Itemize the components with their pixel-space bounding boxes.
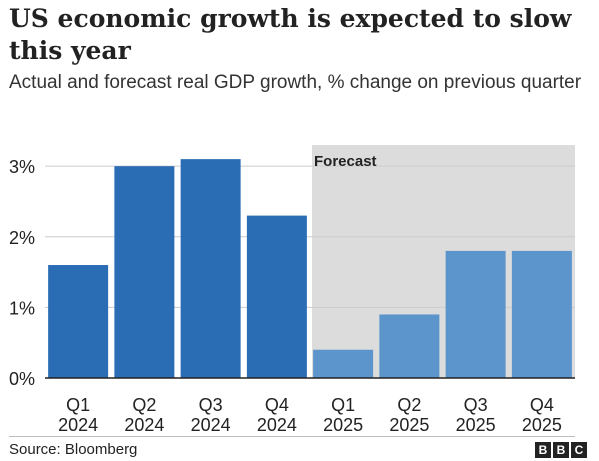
y-tick-label: 3% <box>9 157 35 177</box>
x-tick-label-quarter: Q2 <box>397 395 421 415</box>
x-tick-label-quarter: Q2 <box>132 395 156 415</box>
bbc-logo: B B C <box>535 442 587 458</box>
actual-bar <box>180 159 241 378</box>
x-tick-label-quarter: Q4 <box>530 395 554 415</box>
x-tick-label-quarter: Q3 <box>199 395 223 415</box>
x-tick-label-quarter: Q3 <box>464 395 488 415</box>
chart-title: US economic growth is expected to slow t… <box>9 4 572 65</box>
forecast-bar <box>313 349 374 378</box>
actual-bar <box>114 166 175 378</box>
x-tick-label-year: 2024 <box>58 415 98 435</box>
x-tick-label-quarter: Q1 <box>66 395 90 415</box>
forecast-bar <box>445 250 506 378</box>
forecast-bar <box>511 250 572 378</box>
forecast-bar <box>379 314 440 378</box>
bbc-logo-letter: B <box>553 442 569 458</box>
x-tick-label-quarter: Q4 <box>265 395 289 415</box>
x-tick-label-year: 2025 <box>323 415 363 435</box>
x-tick-label-quarter: Q1 <box>331 395 355 415</box>
x-tick-label-year: 2024 <box>124 415 164 435</box>
chart-subtitle: Actual and forecast real GDP growth, % c… <box>9 72 582 93</box>
actual-bar <box>246 215 307 378</box>
x-tick-label-year: 2024 <box>191 415 231 435</box>
bbc-logo-letter: B <box>535 442 551 458</box>
x-tick-label-year: 2025 <box>389 415 429 435</box>
source-note: Source: Bloomberg <box>9 441 138 458</box>
x-tick-label-year: 2025 <box>456 415 496 435</box>
actual-bar <box>48 265 109 378</box>
gdp-bar-chart: Forecast0%1%2%3%Q12024Q22024Q32024Q42024… <box>9 145 575 435</box>
forecast-label: Forecast <box>314 153 377 170</box>
bbc-logo-letter: C <box>571 442 587 458</box>
y-tick-label: 0% <box>9 369 35 389</box>
y-tick-label: 2% <box>9 228 35 248</box>
x-tick-label-year: 2024 <box>257 415 297 435</box>
footer-divider <box>9 436 575 437</box>
x-tick-label-year: 2025 <box>522 415 562 435</box>
y-tick-label: 1% <box>9 298 35 318</box>
